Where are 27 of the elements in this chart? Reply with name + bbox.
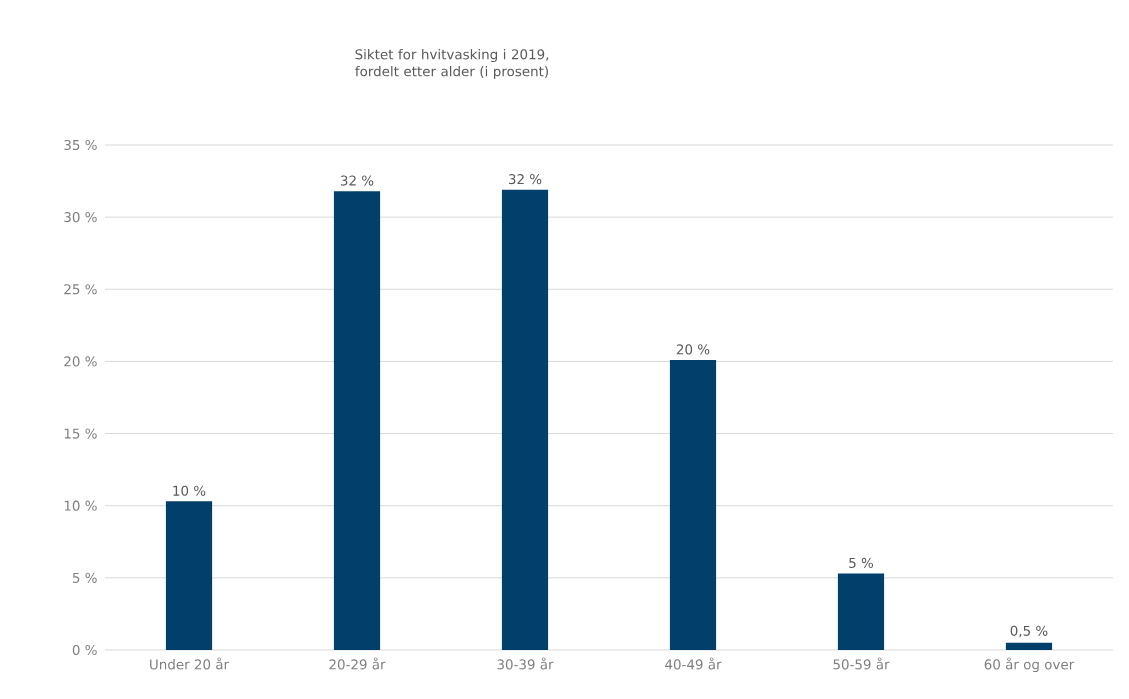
x-tick-label: Under 20 år xyxy=(150,657,230,670)
bar xyxy=(165,501,213,650)
x-tick-label: 60 år og over xyxy=(984,657,1075,673)
chart-title: Siktet for hvitvasking i 2019, fordelt etter alder (i prosent) xyxy=(355,49,549,79)
y-tick-label: 20 % xyxy=(64,356,97,367)
data-label: 10 % xyxy=(173,485,206,496)
data-label: 20 % xyxy=(676,344,710,355)
bar xyxy=(669,359,717,650)
data-label: 5 % xyxy=(849,557,874,568)
y-tick-label: 0 % xyxy=(72,644,97,656)
bar xyxy=(837,573,885,650)
x-tick-label: 40-49 år xyxy=(665,657,722,670)
y-tick-label: 25 % xyxy=(64,284,97,295)
bar xyxy=(501,189,549,650)
y-tick-label: 35 % xyxy=(64,139,97,151)
x-tick-label: 30-39 år xyxy=(497,657,554,670)
y-tick-label: 30 % xyxy=(64,212,97,223)
y-tick-label: 5 % xyxy=(72,572,97,583)
data-label: 32 % xyxy=(340,175,374,186)
x-tick-label: 50-59 år xyxy=(833,657,890,670)
y-tick-label: 15 % xyxy=(64,428,97,439)
bar xyxy=(1005,642,1053,650)
data-label: 32 % xyxy=(508,174,542,185)
x-tick-label: 20-29 år xyxy=(329,657,386,670)
bar xyxy=(333,191,381,650)
y-tick-label: 10 % xyxy=(64,500,97,511)
data-label: 0,5 % xyxy=(1010,625,1048,638)
